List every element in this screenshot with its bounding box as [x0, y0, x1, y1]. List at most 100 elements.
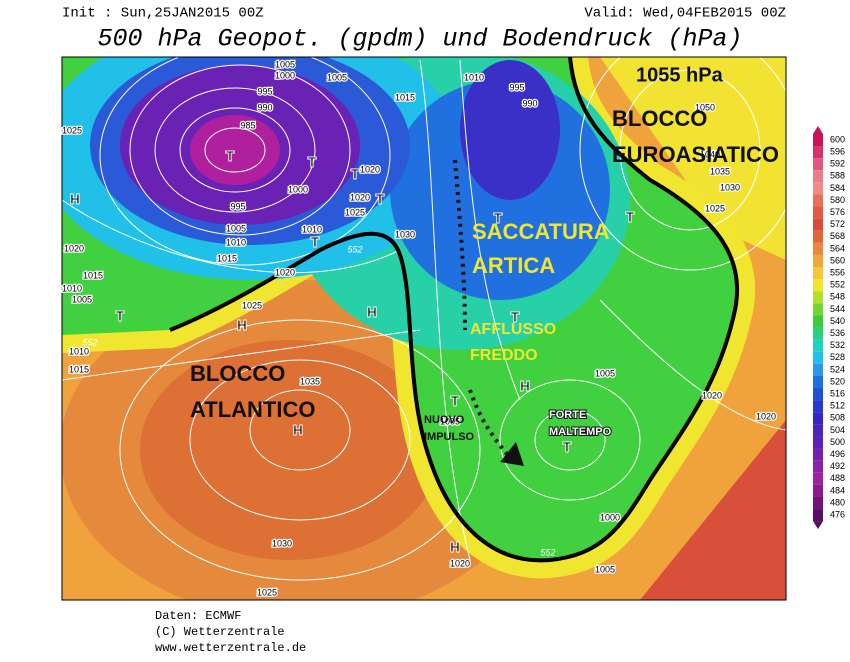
colorbar-label: 480: [830, 497, 845, 507]
annotation: EUROASIATICO: [612, 142, 779, 167]
pressure-center: T: [116, 308, 124, 323]
isobar-label: 1025: [257, 587, 277, 597]
isobar-label: 1030: [720, 182, 740, 192]
pressure-center: T: [311, 234, 319, 249]
colorbar-label: 568: [830, 231, 845, 241]
colorbar-label: 528: [830, 352, 845, 362]
colorbar-label: 560: [830, 255, 845, 265]
arrow-head: [500, 442, 524, 466]
colorbar-swatch: [813, 279, 823, 292]
pressure-center: T: [626, 209, 634, 224]
isobars: [62, 57, 786, 581]
colorbar-label: 544: [830, 304, 845, 314]
valid-time: Valid: Wed,04FEB2015 00Z: [584, 6, 786, 22]
colorbar-label: 524: [830, 364, 845, 374]
annotation: ATLANTICO: [190, 397, 315, 422]
colorbar-label: 580: [830, 195, 845, 205]
colorbar-swatch: [813, 339, 823, 352]
isobar-label: 1020: [360, 164, 380, 174]
colorbar-swatch: [813, 133, 823, 147]
colorbar-label: 496: [830, 449, 845, 459]
isobar-label: 985: [240, 120, 255, 130]
colorbar-swatch: [813, 436, 823, 449]
isobar-label: 1035: [710, 166, 730, 176]
high-core: [140, 340, 440, 560]
impulse-arrow: [468, 389, 510, 457]
isobar-label: 1010: [69, 346, 89, 356]
colorbar-swatch: [813, 206, 823, 219]
colorbar: 600 596 592 588 584 580 576 572 568 564 560 556 552 5…: [813, 125, 845, 530]
colorbar-label: 584: [830, 183, 845, 193]
isobar-label: 1005: [595, 368, 615, 378]
pressure-center: H: [520, 378, 529, 393]
colorbar-label: 536: [830, 328, 845, 338]
colorbar-label: 488: [830, 473, 845, 483]
colorbar-swatch: [813, 351, 823, 364]
pressure-center: T: [351, 166, 359, 181]
colorbar-swatch: [813, 496, 823, 510]
colorbar-swatch: [813, 363, 823, 376]
isobar-label: 995: [257, 86, 272, 96]
colorbar-cap: [813, 521, 823, 530]
isobar-label: 1015: [217, 253, 237, 263]
annotation: SACCATURA: [472, 219, 610, 244]
colorbar-swatch: [813, 146, 823, 159]
isobar-label: 1005: [72, 294, 92, 304]
colorbar-label: 600: [830, 134, 845, 144]
colorbar-label: 556: [830, 267, 845, 277]
pressure-center: H: [450, 539, 459, 554]
colorbar-swatch: [813, 472, 823, 485]
isobar-label: 1005: [327, 72, 347, 82]
contour-label: 552: [347, 244, 362, 254]
colorbar-label: 512: [830, 401, 845, 411]
isobar-label: 1015: [395, 92, 415, 102]
map-frame: [61, 56, 787, 601]
colorbar-label: 592: [830, 159, 845, 169]
isobar-label: 1030: [395, 229, 415, 239]
colorbar-swatch: [813, 170, 823, 183]
pressure-center: H: [237, 317, 246, 332]
isobar-label: 1050: [695, 102, 715, 112]
isobar-label: 1020: [64, 243, 84, 253]
colorbar-swatch: [813, 218, 823, 231]
annotation: 1055 hPa: [636, 64, 724, 86]
isobar-label: 1005: [595, 564, 615, 574]
isobar-label: 1005: [275, 59, 295, 69]
colorbar-swatch: [813, 460, 823, 473]
annotation: BLOCCO: [612, 106, 707, 131]
isobar-label: 1030: [272, 538, 292, 548]
isobar-label: 1020: [275, 267, 295, 277]
isobar-label: 995: [230, 201, 245, 211]
colorbar-swatch: [813, 484, 823, 497]
pressure-center: T: [226, 148, 234, 163]
colorbar-swatch: [813, 424, 823, 437]
isobar-label: 1000: [288, 184, 308, 194]
yellow-zone: [600, 57, 786, 260]
isobar-label: 1025: [345, 207, 365, 217]
isobar-label: 1010: [62, 283, 82, 293]
colorbar-swatch: [813, 388, 823, 401]
map-title: 500 hPa Geopot. (gpdm) und Bodendruck (h…: [97, 25, 742, 54]
isobar-label: 1015: [69, 364, 89, 374]
colorbar-swatch: [813, 327, 823, 340]
warm-zone: [640, 420, 786, 600]
isobar-label: 1035: [300, 376, 320, 386]
contour-label: 552: [82, 337, 97, 347]
block-outline: [169, 57, 740, 563]
isobar-label: 995: [509, 82, 524, 92]
trough-center: [460, 60, 560, 200]
colorbar-label: 476: [830, 509, 845, 519]
footer-line: (C) Wetterzentrale: [155, 625, 285, 639]
pressure-center: T: [511, 309, 519, 324]
colorbar-label: 516: [830, 388, 845, 398]
contour-label: 552: [540, 547, 555, 557]
colorbar-swatch: [813, 400, 823, 413]
colorbar-label: 596: [830, 146, 845, 156]
colorbar-swatch: [813, 182, 823, 195]
isobar-label: 1020: [756, 411, 776, 421]
annotation: ARTICA: [472, 253, 555, 278]
map-labels: 1005100099599098510059959901010101510259…: [61, 58, 779, 599]
isobar-label: 1015: [83, 270, 103, 280]
colorbar-label: 572: [830, 219, 845, 229]
isobar-label: 1020: [702, 390, 722, 400]
